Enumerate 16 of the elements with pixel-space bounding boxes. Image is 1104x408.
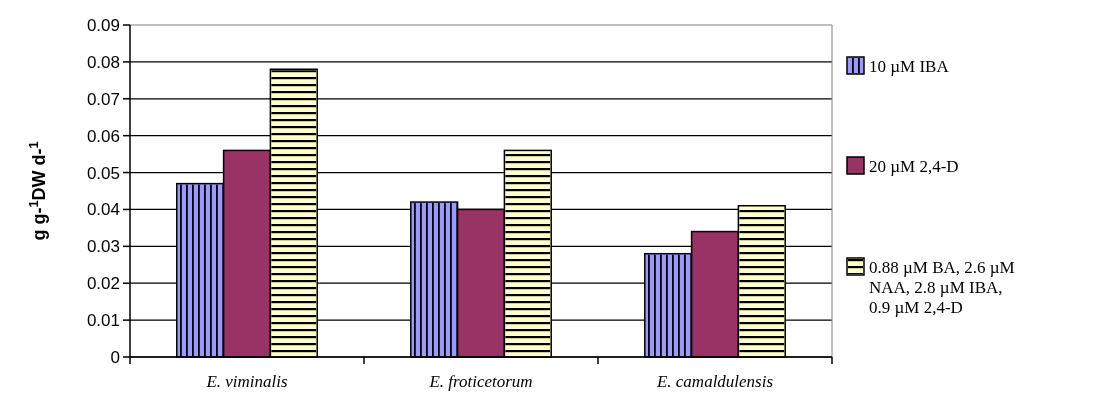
x-tick-label: E. froticetorum (428, 372, 533, 391)
y-tick-label: 0.07 (86, 89, 120, 109)
y-tick-label: 0.03 (86, 237, 120, 257)
y-tick-label: 0.05 (86, 163, 120, 183)
y-tick-label: 0.02 (86, 274, 120, 294)
x-tick-label: E. camaldulensis (655, 372, 774, 391)
y-tick-label: 0.09 (86, 15, 120, 35)
y-tick-label: 0.06 (86, 126, 120, 146)
y-tick-label: 0 (110, 347, 120, 367)
y-tick-label: 0.01 (86, 311, 120, 331)
legend-label: 10 µM IBA (869, 57, 950, 76)
legend-label: 20 µM 2,4-D (869, 157, 959, 176)
y-tick-label: 0.08 (86, 52, 120, 72)
y-tick-label: 0.04 (86, 200, 120, 220)
legend-label: 0.88 µM BA, 2.6 µM NAA, 2.8 µM IBA, 0.9 µM 2,4-D (869, 258, 1015, 317)
x-tick-label: E. viminalis (205, 372, 288, 391)
